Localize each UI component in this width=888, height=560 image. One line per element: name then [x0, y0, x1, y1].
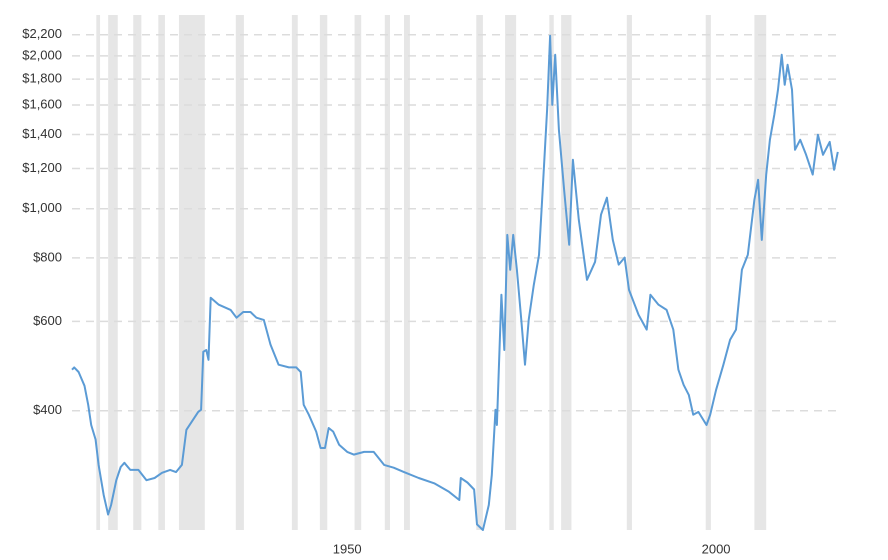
price-line [71, 34, 839, 531]
y-tick-label: $1,800 [22, 71, 62, 86]
recession-band [96, 15, 101, 530]
y-tick-label: $800 [33, 249, 62, 264]
recession-band [705, 15, 711, 530]
recession-band [178, 15, 205, 530]
recession-band [626, 15, 632, 530]
recession-band [235, 15, 244, 530]
recession-band [291, 15, 298, 530]
recession-band [561, 15, 572, 530]
y-tick-label: $1,400 [22, 126, 62, 141]
x-tick-label: 2000 [702, 541, 731, 556]
recession-band [549, 15, 554, 530]
recession-band [403, 15, 410, 530]
y-tick-label: $1,000 [22, 200, 62, 215]
y-tick-label: $600 [33, 313, 62, 328]
recession-band [754, 15, 767, 530]
recession-band [476, 15, 483, 530]
recession-band [384, 15, 390, 530]
recession-band [133, 15, 142, 530]
y-tick-label: $1,200 [22, 160, 62, 175]
y-tick-label: $1,600 [22, 96, 62, 111]
recession-band [505, 15, 517, 530]
recession-band [158, 15, 165, 530]
recession-band [108, 15, 118, 530]
x-tick-label: 1950 [333, 541, 362, 556]
y-tick-label: $400 [33, 402, 62, 417]
y-tick-label: $2,200 [22, 26, 62, 41]
recession-band [354, 15, 362, 530]
recession-band [319, 15, 328, 530]
y-tick-label: $2,000 [22, 47, 62, 62]
